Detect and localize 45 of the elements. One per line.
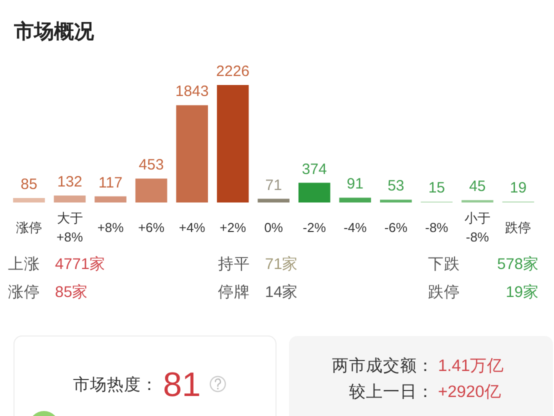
title: 市场概况 xyxy=(14,21,94,43)
x-tick-label: -4% xyxy=(344,220,367,235)
data-label: 85 xyxy=(20,176,38,194)
data-label: 117 xyxy=(98,174,122,192)
annotation: 上涨 xyxy=(8,256,40,273)
x-tick-label: 大于 +8% xyxy=(56,210,83,244)
x-tick-label: +4% xyxy=(178,220,206,235)
annotation: 4771家 xyxy=(55,256,106,273)
data-label: 71 xyxy=(265,176,282,194)
data-label: 91 xyxy=(346,176,364,193)
data-label: 1843 xyxy=(175,83,209,100)
x-tick-label: 小于 -8% xyxy=(464,210,490,244)
x-tick-label: -6% xyxy=(384,220,408,235)
data-label: 45 xyxy=(469,178,486,196)
annotation: 81 xyxy=(163,366,201,404)
annotation: 持平 xyxy=(218,256,250,273)
annotation: 市场热度： xyxy=(73,376,158,394)
data-label: 132 xyxy=(57,174,82,191)
data-label: 53 xyxy=(388,178,404,195)
data-label: 2226 xyxy=(216,63,250,80)
data-label: 453 xyxy=(138,156,164,174)
x-tick-label: -8% xyxy=(425,220,448,235)
annotation: 14家 xyxy=(265,284,298,301)
annotation: 1.41万亿 xyxy=(438,357,504,375)
x-tick-label: +8% xyxy=(97,220,124,235)
annotation: 71家 xyxy=(265,256,298,273)
data-label: 374 xyxy=(302,160,327,178)
x-tick-label: 跌停 xyxy=(505,220,532,235)
x-tick-label: -2% xyxy=(302,220,326,235)
annotation: 下跌 xyxy=(428,256,460,273)
annotation: 19家 xyxy=(506,284,539,301)
annotation: 85家 xyxy=(55,284,88,301)
annotation: 涨停 xyxy=(8,284,40,301)
annotation: 停牌 xyxy=(218,284,250,301)
data-label: 15 xyxy=(428,180,446,197)
annotation: 跌停 xyxy=(428,284,460,301)
x-tick-label: 涨停 xyxy=(16,220,42,235)
annotation: 两市成交额： xyxy=(332,357,434,375)
annotation: 较上一日： xyxy=(349,383,434,401)
x-tick-label: +6% xyxy=(138,220,164,235)
annotation: 578家 xyxy=(497,256,539,273)
x-tick-label: +2% xyxy=(220,220,246,235)
x-tick-label: 0% xyxy=(264,220,283,235)
annotation: +2920亿 xyxy=(438,383,502,401)
data-label: 19 xyxy=(510,180,527,196)
